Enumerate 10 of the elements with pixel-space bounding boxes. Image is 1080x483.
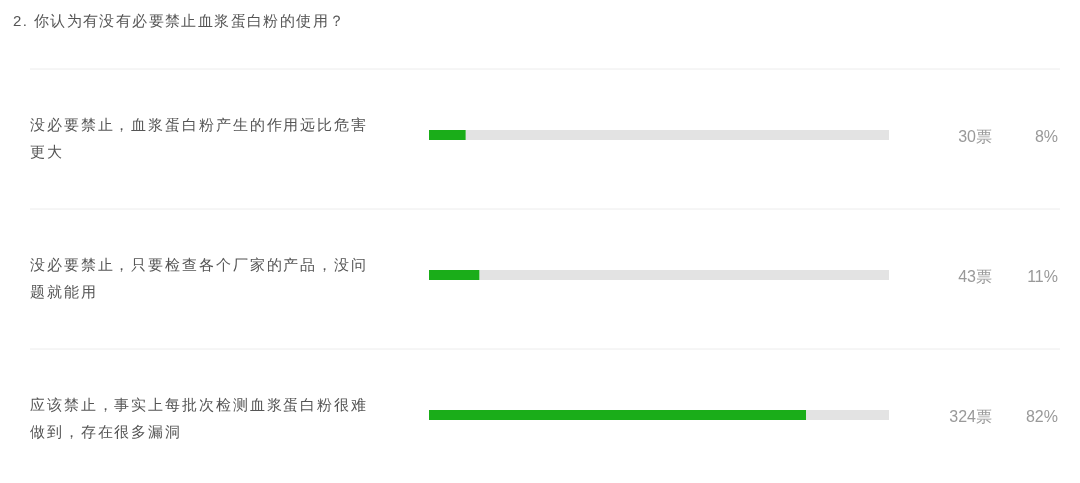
category-label: 没必要禁止，血浆蛋白粉产生的作用远比危害更大 bbox=[30, 115, 368, 160]
value-label: 82% bbox=[1025, 408, 1058, 426]
annotation: 43票 bbox=[958, 268, 992, 286]
annotation: 324票 bbox=[949, 408, 992, 426]
value-label: 11% bbox=[1027, 268, 1058, 286]
title: 2. 你认为有没有必要禁止血浆蛋白粉的使用？ bbox=[13, 11, 346, 29]
category-label: 应该禁止，事实上每批次检测血浆蛋白粉很难做到，存在很多漏洞 bbox=[30, 395, 368, 440]
annotation: 30票 bbox=[958, 128, 992, 146]
category-label: 没必要禁止，只要检查各个厂家的产品，没问题就能用 bbox=[30, 255, 368, 300]
value-label: 8% bbox=[1034, 128, 1058, 146]
